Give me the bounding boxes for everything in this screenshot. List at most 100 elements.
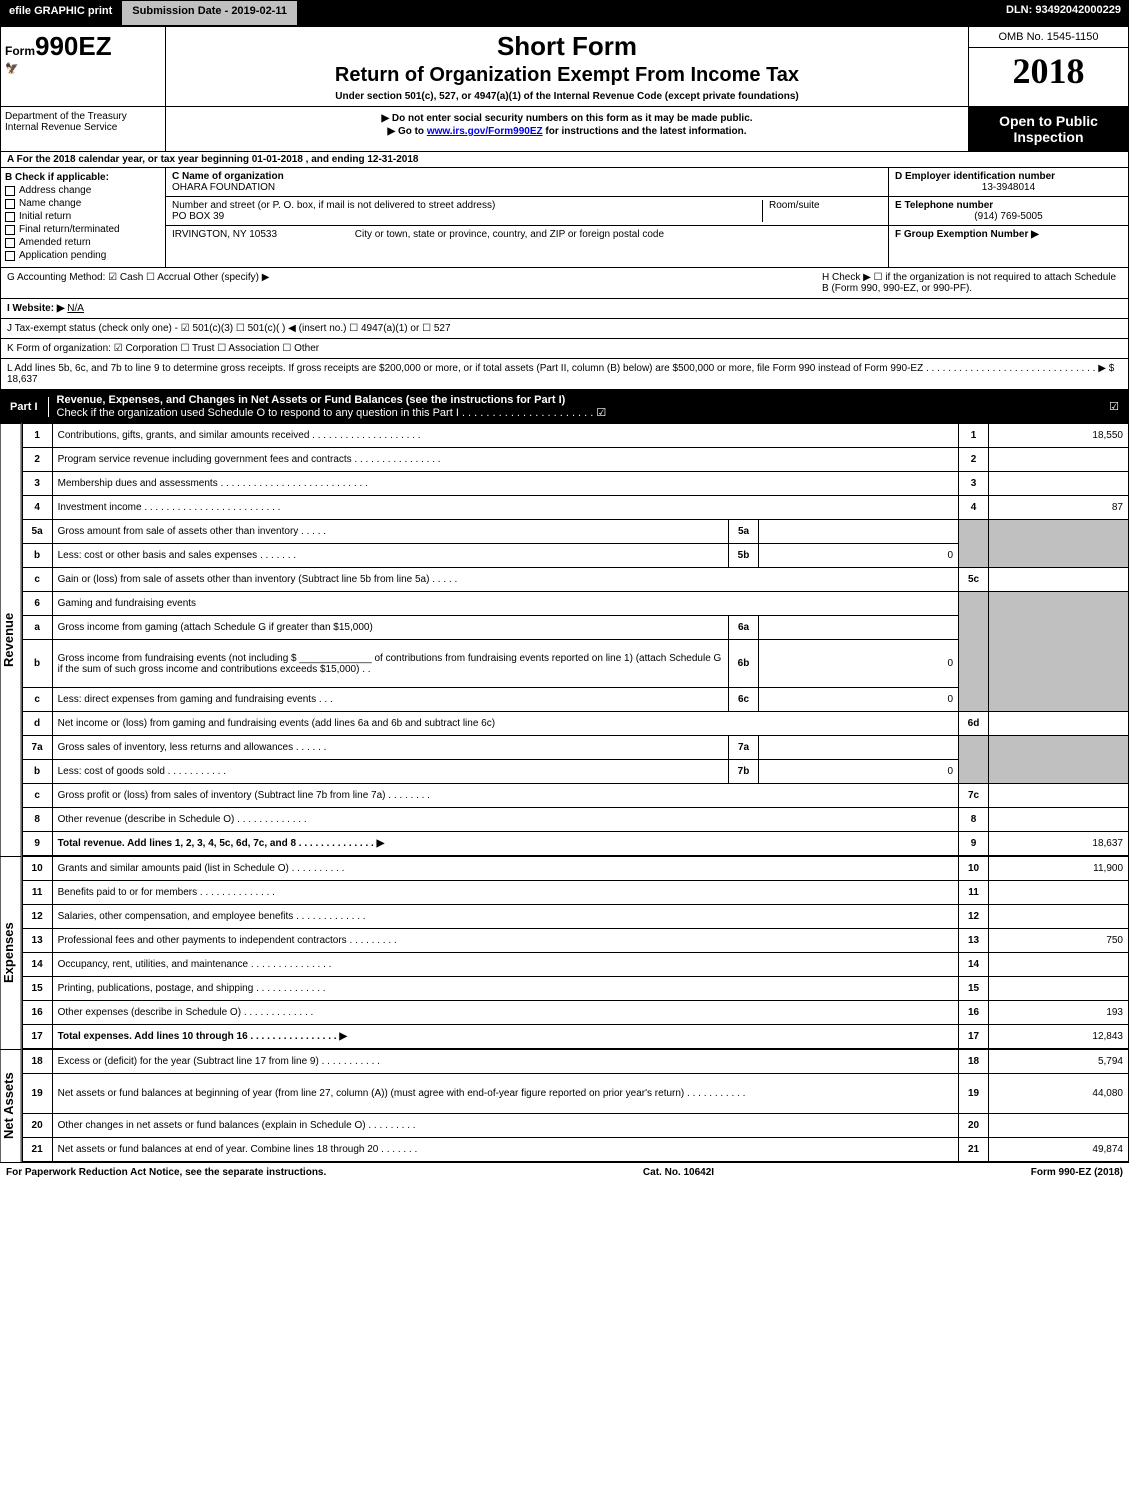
section-b-label: B Check if applicable: bbox=[5, 172, 161, 183]
line-20: 20Other changes in net assets or fund ba… bbox=[22, 1114, 1128, 1138]
section-a-prefix: A For the 2018 calendar year, or tax yea… bbox=[7, 154, 252, 165]
irs-link[interactable]: www.irs.gov/Form990EZ bbox=[427, 126, 543, 137]
line-12: 12Salaries, other compensation, and empl… bbox=[22, 905, 1128, 929]
dept-line1: Department of the Treasury bbox=[5, 111, 161, 122]
chk-application-pending[interactable]: Application pending bbox=[5, 250, 161, 261]
line-15: 15Printing, publications, postage, and s… bbox=[22, 977, 1128, 1001]
line-8: 8Other revenue (describe in Schedule O) … bbox=[22, 808, 1128, 832]
street-value: PO BOX 39 bbox=[172, 211, 762, 222]
form-header: Form990EZ 🦅 Short Form Return of Organiz… bbox=[0, 26, 1129, 107]
phone-value: (914) 769-5005 bbox=[895, 211, 1122, 222]
footer-center: Cat. No. 10642I bbox=[643, 1167, 714, 1178]
website-value: N/A bbox=[67, 303, 84, 314]
year-begin: 01-01-2018 bbox=[252, 154, 303, 165]
line-18: 18Excess or (deficit) for the year (Subt… bbox=[22, 1050, 1128, 1074]
revenue-sidebar: Revenue bbox=[0, 423, 22, 856]
form-subtitle: Under section 501(c), 527, or 4947(a)(1)… bbox=[176, 91, 958, 102]
part1-label: Part I bbox=[0, 397, 49, 417]
line-1: 1Contributions, gifts, grants, and simil… bbox=[22, 424, 1128, 448]
form-identifier: Form990EZ 🦅 bbox=[1, 27, 166, 106]
revenue-section: Revenue 1Contributions, gifts, grants, a… bbox=[0, 423, 1129, 856]
chk-amended-return[interactable]: Amended return bbox=[5, 237, 161, 248]
topbar-spacer bbox=[298, 0, 998, 26]
section-a-tax-year: A For the 2018 calendar year, or tax yea… bbox=[0, 152, 1129, 168]
footer-left: For Paperwork Reduction Act Notice, see … bbox=[6, 1167, 326, 1178]
group-label: F Group Exemption Number ▶ bbox=[895, 229, 1122, 240]
tax-year: 2018 bbox=[969, 48, 1128, 94]
goto-suffix: for instructions and the latest informat… bbox=[543, 126, 747, 137]
form-title: Return of Organization Exempt From Incom… bbox=[176, 64, 958, 87]
revenue-table: 1Contributions, gifts, grants, and simil… bbox=[22, 423, 1129, 856]
street-row: Number and street (or P. O. box, if mail… bbox=[166, 197, 888, 226]
part1-header: Part I Revenue, Expenses, and Changes in… bbox=[0, 390, 1129, 423]
street-label: Number and street (or P. O. box, if mail… bbox=[172, 200, 762, 211]
dln-number: DLN: 93492042000229 bbox=[998, 0, 1129, 26]
bullet-ssn: ▶ Do not enter social security numbers o… bbox=[170, 113, 964, 124]
top-bar: efile GRAPHIC print Submission Date - 20… bbox=[0, 0, 1129, 26]
line-2: 2Program service revenue including gover… bbox=[22, 448, 1128, 472]
row-l-gross-receipts: L Add lines 5b, 6c, and 7b to line 9 to … bbox=[0, 359, 1129, 390]
website-label: I Website: ▶ bbox=[7, 303, 65, 314]
dept-line2: Internal Revenue Service bbox=[5, 122, 161, 133]
year-end: 12-31-2018 bbox=[367, 154, 418, 165]
chk-initial-return[interactable]: Initial return bbox=[5, 211, 161, 222]
chk-address-change[interactable]: Address change bbox=[5, 185, 161, 196]
line-11: 11Benefits paid to or for members . . . … bbox=[22, 881, 1128, 905]
section-b: B Check if applicable: Address change Na… bbox=[1, 168, 166, 267]
line-3: 3Membership dues and assessments . . . .… bbox=[22, 472, 1128, 496]
chk-name-change[interactable]: Name change bbox=[5, 198, 161, 209]
net-assets-section: Net Assets 18Excess or (deficit) for the… bbox=[0, 1049, 1129, 1162]
row-j-exempt-status: J Tax-exempt status (check only one) - ☑… bbox=[0, 319, 1129, 339]
dept-row: Department of the Treasury Internal Reve… bbox=[0, 107, 1129, 152]
line-7c: cGross profit or (loss) from sales of in… bbox=[22, 784, 1128, 808]
room-label: Room/suite bbox=[762, 200, 882, 222]
org-name-label: C Name of organization bbox=[172, 171, 882, 182]
line-14: 14Occupancy, rent, utilities, and mainte… bbox=[22, 953, 1128, 977]
line-10: 10Grants and similar amounts paid (list … bbox=[22, 857, 1128, 881]
form-number: 990EZ bbox=[35, 31, 112, 61]
line-4: 4Investment income . . . . . . . . . . .… bbox=[22, 496, 1128, 520]
block-bcd: B Check if applicable: Address change Na… bbox=[0, 168, 1129, 268]
short-form-heading: Short Form bbox=[176, 31, 958, 62]
org-name-row: C Name of organization OHARA FOUNDATION bbox=[166, 168, 888, 197]
efile-button[interactable]: efile GRAPHIC print bbox=[0, 0, 121, 26]
group-row: F Group Exemption Number ▶ bbox=[889, 226, 1128, 267]
line-7a: 7aGross sales of inventory, less returns… bbox=[22, 736, 1128, 760]
omb-number: OMB No. 1545-1150 bbox=[969, 27, 1128, 48]
row-i-website: I Website: ▶ N/A bbox=[0, 299, 1129, 319]
expenses-table: 10Grants and similar amounts paid (list … bbox=[22, 856, 1129, 1049]
goto-prefix: ▶ Go to bbox=[387, 126, 426, 137]
city-row: IRVINGTON, NY 10533 City or town, state … bbox=[166, 226, 888, 243]
part1-checkbox[interactable]: ☑ bbox=[1099, 400, 1129, 413]
bullet-goto: ▶ Go to www.irs.gov/Form990EZ for instru… bbox=[170, 126, 964, 137]
expenses-sidebar: Expenses bbox=[0, 856, 22, 1049]
line-5c: cGain or (loss) from sale of assets othe… bbox=[22, 568, 1128, 592]
dept-info: Department of the Treasury Internal Reve… bbox=[1, 107, 166, 151]
irs-logo: 🦅 bbox=[5, 62, 161, 75]
chk-final-return[interactable]: Final return/terminated bbox=[5, 224, 161, 235]
net-assets-sidebar: Net Assets bbox=[0, 1049, 22, 1162]
ein-row: D Employer identification number 13-3948… bbox=[889, 168, 1128, 197]
line-6d: dNet income or (loss) from gaming and fu… bbox=[22, 712, 1128, 736]
section-c: C Name of organization OHARA FOUNDATION … bbox=[166, 168, 888, 267]
line-6: 6Gaming and fundraising events bbox=[22, 592, 1128, 616]
part1-check-line: Check if the organization used Schedule … bbox=[57, 407, 607, 419]
line-17: 17Total expenses. Add lines 10 through 1… bbox=[22, 1025, 1128, 1049]
accounting-method: G Accounting Method: ☑ Cash ☐ Accrual Ot… bbox=[7, 272, 822, 294]
open-to-public: Open to Public Inspection bbox=[968, 107, 1128, 151]
schedule-b-check: H Check ▶ ☐ if the organization is not r… bbox=[822, 272, 1122, 294]
line-13: 13Professional fees and other payments t… bbox=[22, 929, 1128, 953]
city-label: City or town, state or province, country… bbox=[355, 229, 664, 240]
ein-label: D Employer identification number bbox=[895, 171, 1122, 182]
header-right: OMB No. 1545-1150 2018 bbox=[968, 27, 1128, 106]
submission-date: Submission Date - 2019-02-11 bbox=[121, 0, 298, 26]
form-prefix: Form bbox=[5, 44, 35, 58]
line-21: 21Net assets or fund balances at end of … bbox=[22, 1138, 1128, 1162]
dept-center: ▶ Do not enter social security numbers o… bbox=[166, 107, 968, 151]
line-9: 9Total revenue. Add lines 1, 2, 3, 4, 5c… bbox=[22, 832, 1128, 856]
line-16: 16Other expenses (describe in Schedule O… bbox=[22, 1001, 1128, 1025]
phone-label: E Telephone number bbox=[895, 200, 1122, 211]
city-value: IRVINGTON, NY 10533 bbox=[172, 229, 352, 240]
row-k-org-form: K Form of organization: ☑ Corporation ☐ … bbox=[0, 339, 1129, 359]
net-assets-table: 18Excess or (deficit) for the year (Subt… bbox=[22, 1049, 1129, 1162]
